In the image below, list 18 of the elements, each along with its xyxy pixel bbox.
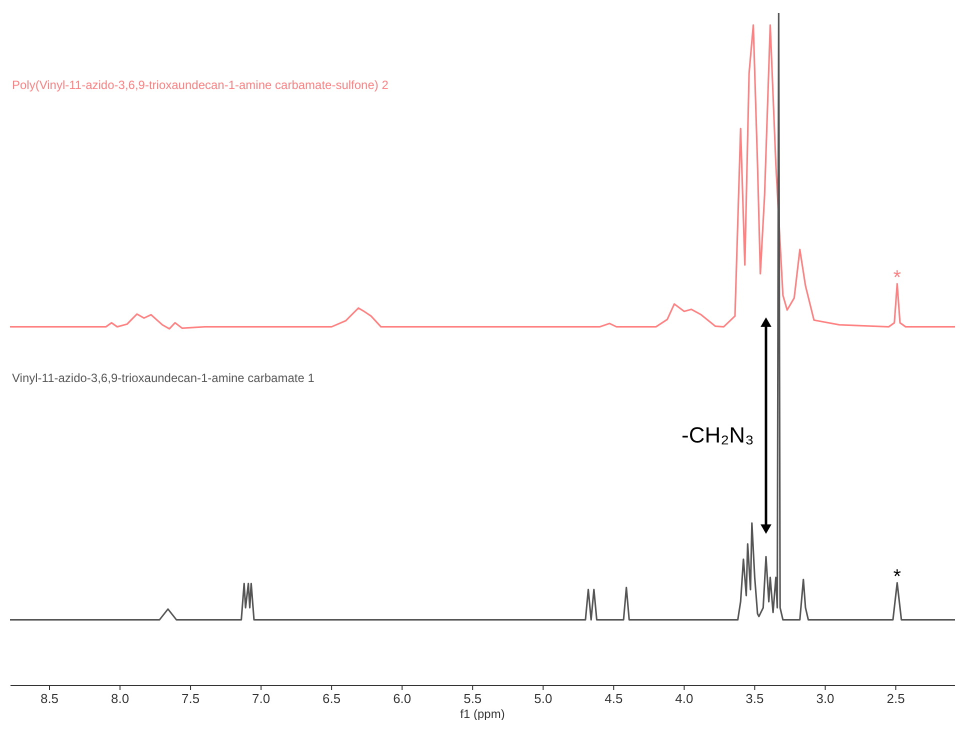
annotation: * bbox=[893, 566, 902, 588]
annotation: * bbox=[893, 266, 902, 289]
x-tick-label: 5.5 bbox=[464, 691, 482, 706]
x-tick-label: 6.0 bbox=[393, 691, 412, 706]
x-tick-label: 5.0 bbox=[534, 691, 552, 706]
annotation: -CH₂N₃ bbox=[682, 422, 754, 448]
x-tick-label: 3.5 bbox=[746, 691, 764, 706]
x-tick-label: 2.5 bbox=[886, 691, 905, 706]
x-tick-label: 8.0 bbox=[110, 691, 130, 706]
x-tick-label: 7.0 bbox=[252, 691, 270, 706]
x-tick-label: 4.5 bbox=[604, 691, 623, 706]
x-tick-label: 8.5 bbox=[40, 691, 59, 706]
x-tick-label: 6.5 bbox=[322, 691, 341, 706]
x-tick-label: 4.0 bbox=[675, 691, 694, 706]
x-tick-label: 7.5 bbox=[182, 691, 200, 706]
text: Vinyl-11-azido-3,6,9-trioxaundecan-1-amine carbamate 1 bbox=[12, 370, 315, 385]
text: Poly(Vinyl-11-azido-3,6,9-trioxaundecan-1-amine carbamate-sulfone) 2 bbox=[12, 78, 389, 92]
x-tick-label: 3.0 bbox=[816, 691, 834, 706]
